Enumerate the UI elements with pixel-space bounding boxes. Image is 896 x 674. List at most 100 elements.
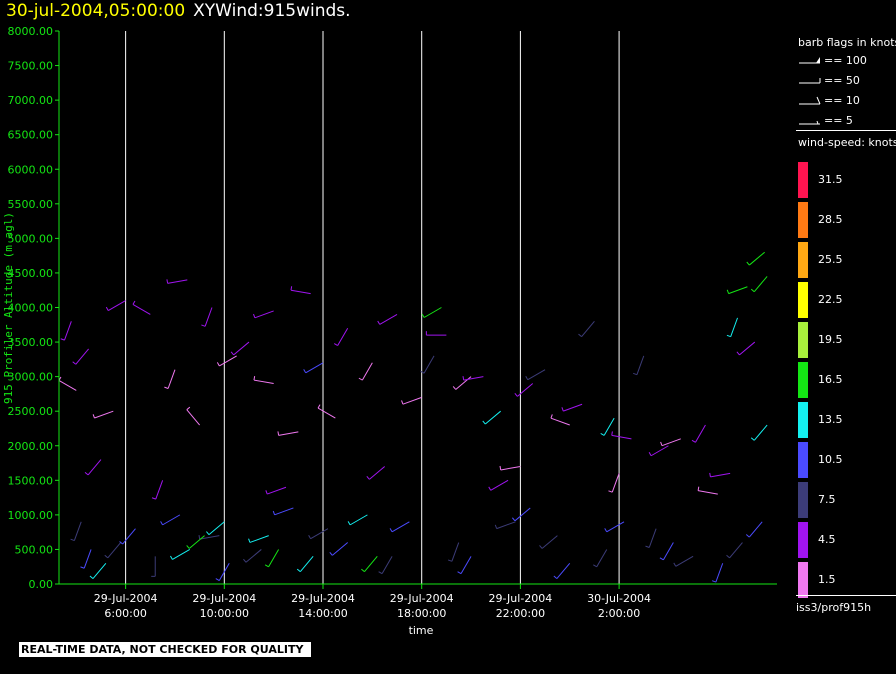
x-tick-date: 29-Jul-2004 bbox=[291, 592, 355, 605]
wind-barb-flag bbox=[296, 568, 301, 573]
wind-barb-flag bbox=[421, 313, 425, 318]
wind-barb-flag bbox=[494, 524, 498, 529]
wind-barb-flag bbox=[645, 545, 650, 548]
wind-barb bbox=[715, 563, 724, 583]
legend-divider bbox=[796, 130, 896, 131]
wind-barb-flag bbox=[317, 404, 321, 409]
wind-barb-flag bbox=[358, 377, 363, 381]
wind-barb-flag bbox=[70, 538, 75, 542]
x-tick-time: 14:00:00 bbox=[298, 607, 347, 620]
wind-barb bbox=[87, 459, 102, 476]
wind-barb-flag bbox=[604, 528, 608, 533]
wind-barb-flag bbox=[80, 566, 85, 569]
wind-barb bbox=[162, 514, 181, 526]
wind-barb bbox=[107, 542, 122, 559]
color-swatch bbox=[798, 442, 808, 478]
wind-barb-flag bbox=[462, 376, 465, 381]
wind-barb-flag bbox=[277, 431, 280, 436]
pennant-barb-icon bbox=[799, 57, 820, 64]
wind-barb-flag bbox=[164, 386, 169, 389]
wind-barb-flag bbox=[632, 372, 638, 376]
color-scale-label: 22.5 bbox=[818, 293, 843, 306]
wind-barb-flag bbox=[215, 578, 220, 582]
wind-barb bbox=[611, 473, 620, 493]
wind-barb bbox=[603, 417, 615, 436]
barb-10-label: == 10 bbox=[824, 94, 860, 107]
wind-barb bbox=[710, 472, 731, 478]
wind-barb bbox=[73, 521, 82, 541]
wind-barb-flag bbox=[253, 376, 256, 381]
wind-barb bbox=[695, 424, 706, 443]
wind-barb-flag bbox=[420, 370, 425, 374]
wind-barb bbox=[460, 556, 472, 574]
wind-barb-flag bbox=[736, 351, 740, 356]
wind-barb bbox=[253, 379, 274, 385]
wind-barb-flag bbox=[216, 362, 220, 367]
wind-barb bbox=[490, 479, 509, 491]
y-tick-label: 7000.00 bbox=[8, 94, 54, 107]
wind-barb bbox=[290, 289, 311, 295]
color-scale-label: 13.5 bbox=[818, 413, 843, 426]
x-tick-date: 29-Jul-2004 bbox=[390, 592, 454, 605]
y-tick-label: 4000.00 bbox=[8, 302, 54, 315]
wind-barb-flag bbox=[308, 534, 312, 539]
color-swatch bbox=[798, 482, 808, 518]
wind-barb-flag bbox=[697, 486, 700, 491]
color-scale-label: 1.5 bbox=[818, 573, 836, 586]
wind-barb-flag bbox=[119, 541, 123, 545]
wind-barb bbox=[172, 549, 191, 560]
wind-barb-flag bbox=[746, 261, 750, 266]
wind-barb-flag bbox=[201, 324, 206, 327]
barb-50-entry: == 50 bbox=[798, 74, 860, 87]
wind-barb bbox=[218, 563, 230, 581]
half-pennant-barb-icon bbox=[799, 78, 821, 84]
wind-barb-flag bbox=[389, 528, 393, 533]
y-tick-label: 3000.00 bbox=[8, 371, 54, 384]
wind-barb-flag bbox=[272, 510, 276, 515]
y-tick-label: 8000.00 bbox=[8, 25, 54, 38]
legend-divider bbox=[796, 595, 896, 596]
wind-barb-flag bbox=[377, 320, 381, 325]
wind-barb-flag bbox=[648, 452, 652, 456]
y-tick-label: 3500.00 bbox=[8, 336, 54, 349]
wind-barb-flag bbox=[361, 568, 365, 573]
wind-barb bbox=[122, 528, 136, 545]
wind-barb bbox=[541, 535, 558, 549]
y-tick-label: 4500.00 bbox=[8, 267, 54, 280]
half-barb-icon bbox=[799, 120, 820, 125]
wind-barb bbox=[648, 528, 657, 548]
wind-barb bbox=[108, 300, 126, 312]
x-tick-date: 29-Jul-2004 bbox=[192, 592, 256, 605]
wind-barb bbox=[527, 369, 546, 381]
wind-barb bbox=[299, 556, 314, 572]
wind-barb bbox=[739, 341, 756, 356]
wind-barb bbox=[92, 562, 107, 579]
y-tick-label: 0.00 bbox=[29, 578, 54, 591]
wind-barb-flag bbox=[166, 279, 169, 284]
color-scale-label: 16.5 bbox=[818, 373, 843, 386]
wind-barb bbox=[94, 410, 114, 419]
wind-barb bbox=[753, 424, 768, 441]
wind-barb bbox=[249, 535, 269, 543]
wind-barb-flag bbox=[457, 571, 462, 575]
wind-barb bbox=[317, 407, 336, 419]
wind-barb bbox=[730, 317, 738, 337]
wind-barb bbox=[199, 535, 220, 540]
wind-barb-flag bbox=[550, 414, 553, 419]
wind-barb bbox=[233, 341, 250, 356]
wind-barb-flag bbox=[378, 571, 383, 575]
wind-barb-flag bbox=[89, 575, 94, 579]
wind-barb-flag bbox=[600, 432, 605, 436]
wind-barb-flag bbox=[561, 407, 564, 412]
wind-barb bbox=[369, 466, 386, 480]
color-swatch bbox=[798, 322, 808, 358]
wind-barb bbox=[245, 549, 262, 563]
y-tick-label: 5000.00 bbox=[8, 232, 54, 245]
wind-barb-flag bbox=[745, 534, 750, 538]
wind-barb-flag bbox=[60, 338, 65, 341]
wind-barb-flag bbox=[84, 471, 89, 476]
wind-barb-flag bbox=[248, 538, 251, 543]
y-tick-label: 2500.00 bbox=[8, 405, 54, 418]
y-tick-label: 6500.00 bbox=[8, 129, 54, 142]
color-scale-label: 25.5 bbox=[818, 253, 843, 266]
